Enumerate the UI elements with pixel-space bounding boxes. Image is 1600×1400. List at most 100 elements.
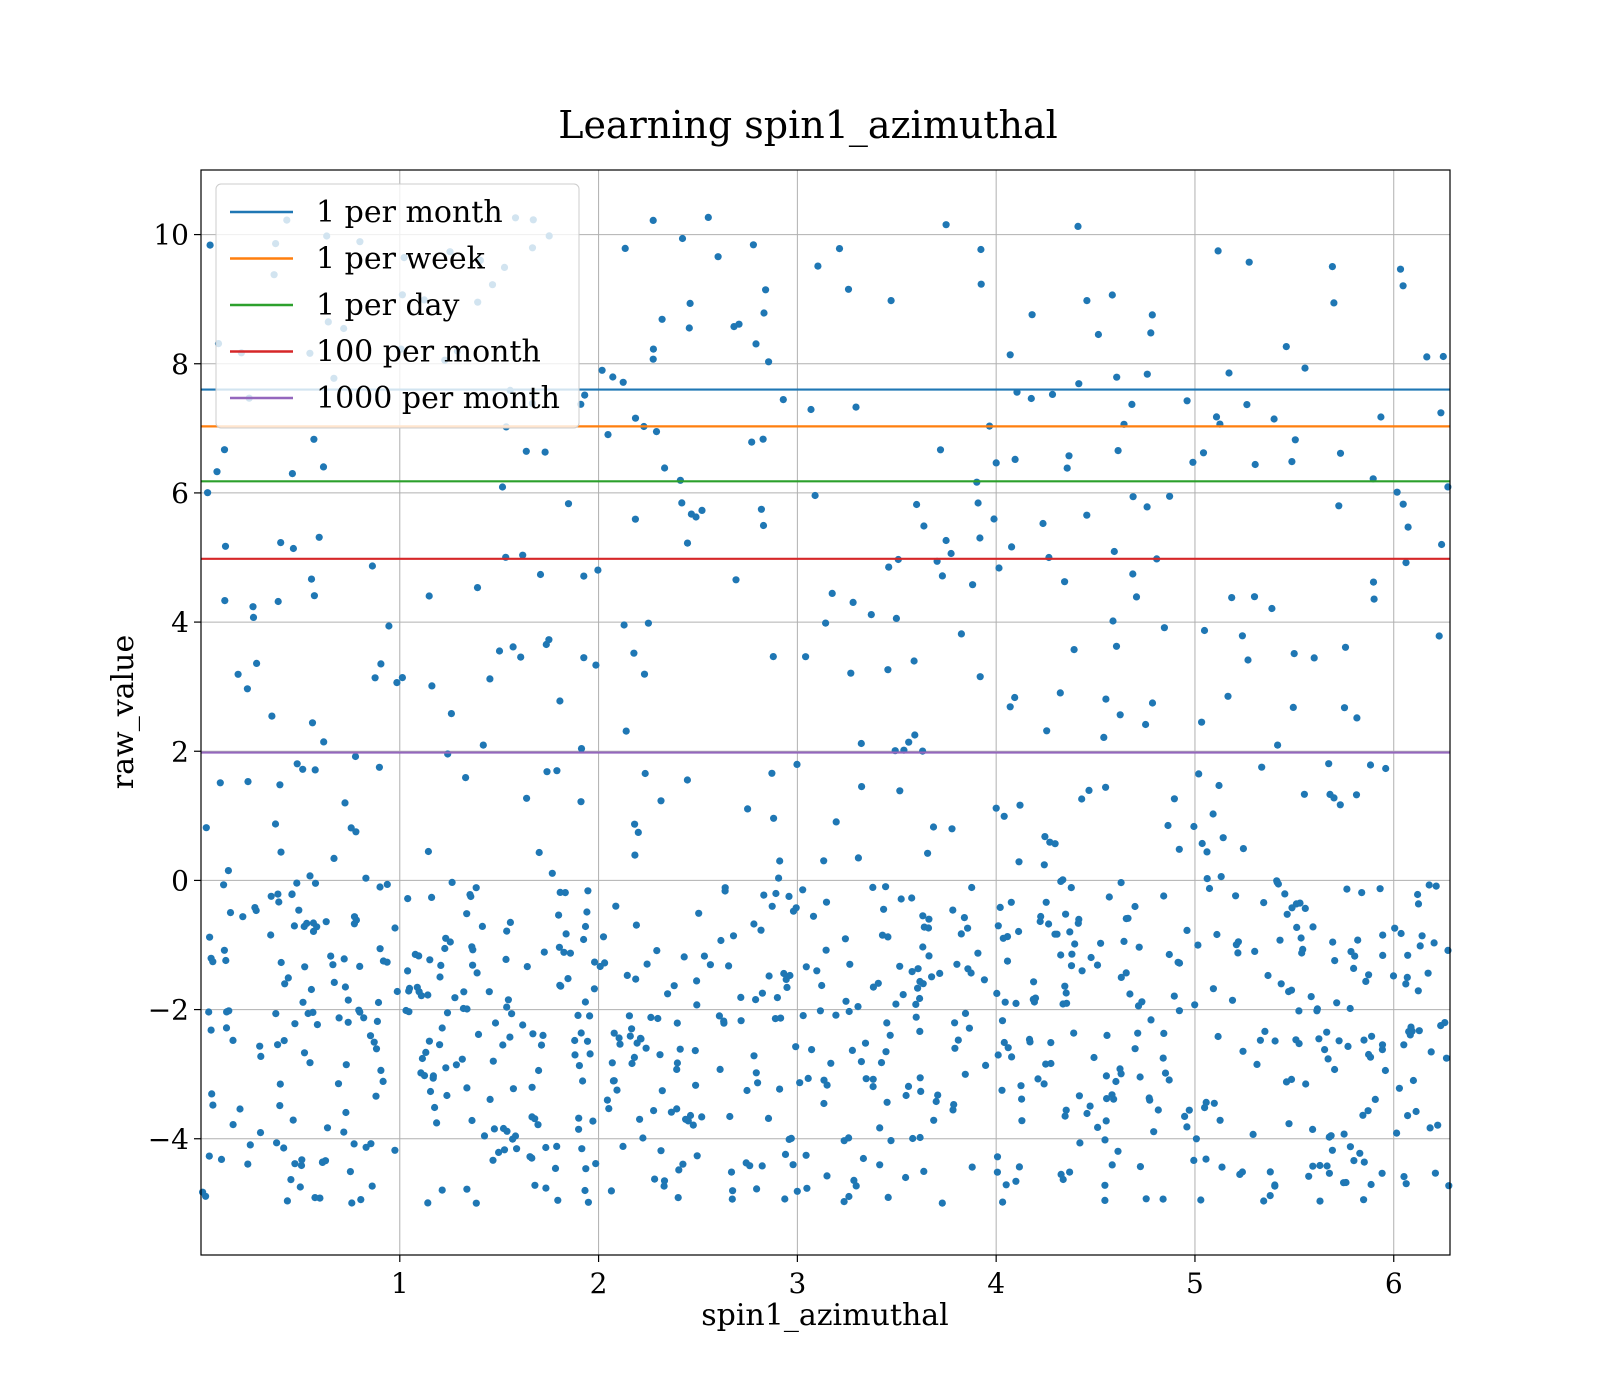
data-point [845,1192,853,1201]
data-point [910,657,918,665]
data-point [1112,642,1121,650]
data-point [1056,689,1064,697]
data-point [752,996,760,1004]
data-point [540,948,548,956]
data-point [785,1135,793,1143]
data-point [636,1115,644,1123]
data-point [581,922,590,931]
data-point [1102,1117,1110,1125]
data-point [1218,1163,1226,1171]
data-point [753,1185,761,1193]
data-point [1245,258,1253,266]
data-point [202,824,210,832]
data-point [468,1116,476,1125]
data-point [1276,936,1284,944]
data-point [1431,1169,1439,1177]
data-point [769,653,777,661]
data-point [562,930,570,938]
data-point [916,977,924,986]
data-point [992,804,1000,812]
data-point [1379,951,1387,960]
data-point [1350,964,1358,973]
data-point [1209,810,1217,818]
data-point [220,881,228,889]
data-point [1190,1156,1198,1164]
data-point [1264,971,1272,980]
data-point [1270,415,1278,423]
data-point [577,745,586,753]
data-point [1328,263,1336,271]
data-point [1239,1047,1247,1055]
data-point [673,1019,681,1027]
data-point [779,396,787,404]
data-point [428,682,436,690]
data-point [650,1107,658,1115]
data-point [1313,1005,1321,1013]
data-point [422,1048,430,1056]
data-point [1325,760,1333,768]
data-point [716,1065,724,1073]
data-point [899,991,907,999]
data-point [1078,967,1086,975]
data-point [771,1015,780,1023]
data-point [814,262,822,270]
data-point [661,464,669,472]
data-point [693,1152,701,1160]
data-point [700,952,709,960]
data-point [1217,873,1225,881]
data-point [744,805,752,813]
data-point [554,1196,562,1204]
data-point [632,975,640,983]
data-point [206,241,214,249]
data-point [916,1133,924,1142]
data-point [424,1199,432,1207]
data-point [586,1050,594,1058]
data-point [205,1152,213,1160]
data-point [1110,547,1118,556]
data-point [428,893,436,902]
data-point [1359,1111,1367,1119]
data-point [750,920,758,928]
data-point [1143,503,1151,511]
data-point [373,1017,381,1025]
data-point [1212,413,1221,421]
data-point [370,1038,378,1046]
x-tick-label: 4 [987,1267,1005,1300]
data-point [205,1008,213,1016]
data-point [561,889,569,897]
data-point [1075,1092,1083,1100]
data-point [309,919,317,927]
data-point [603,1096,612,1104]
data-point [221,597,229,605]
data-point [1219,834,1227,842]
data-point [982,1061,990,1069]
data-point [1034,1075,1042,1083]
data-point [437,961,445,970]
data-point [513,1145,521,1153]
data-point [441,944,449,953]
data-point [591,958,599,966]
data-point [1358,889,1366,897]
data-point [1366,761,1375,769]
data-point [628,1059,636,1068]
data-point [289,544,297,553]
data-point [452,1061,460,1069]
data-point [884,666,892,674]
data-point [1045,920,1053,928]
data-point [1117,973,1125,982]
data-point [1295,1007,1303,1015]
data-point [287,1176,295,1184]
data-point [1360,1036,1368,1044]
data-point [869,1075,877,1083]
data-point [604,431,612,439]
data-point [861,1039,870,1047]
data-point [1316,1197,1324,1205]
data-point [368,1182,376,1190]
data-point [1391,924,1399,932]
data-point [714,253,722,261]
data-point [673,1059,682,1067]
data-point [206,933,214,941]
data-point [284,974,292,982]
data-point [840,1137,848,1145]
reference-lines [201,388,1450,754]
